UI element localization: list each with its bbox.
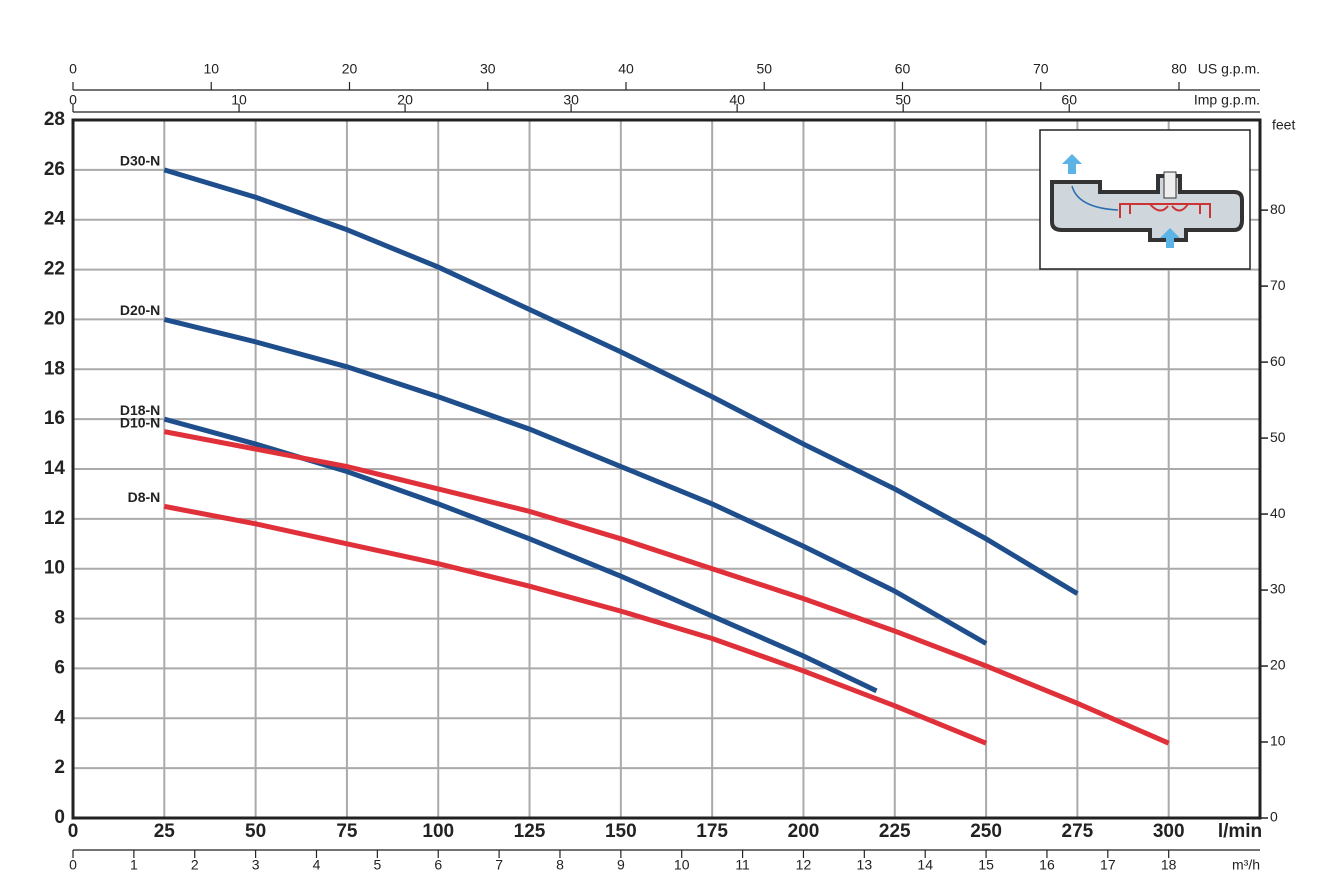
x-tick-label: 50 bbox=[245, 821, 266, 842]
secondary-tick-label: 0 bbox=[69, 92, 77, 108]
y2-tick-label: 10 bbox=[1270, 733, 1286, 749]
y-tick-label: 0 bbox=[54, 807, 65, 828]
y-tick-label: 12 bbox=[44, 508, 65, 529]
y2-tick-label: 0 bbox=[1270, 809, 1278, 825]
curve-label: D8-N bbox=[128, 489, 161, 505]
curve bbox=[163, 416, 878, 694]
y-tick-label: 6 bbox=[54, 657, 65, 678]
secondary-tick-label: 14 bbox=[917, 857, 933, 873]
y2-tick-label: 40 bbox=[1270, 505, 1286, 521]
secondary-tick-label: 10 bbox=[231, 92, 247, 108]
secondary-axis-label: m³/h bbox=[1232, 857, 1260, 873]
secondary-tick-label: 5 bbox=[373, 857, 381, 873]
secondary-tick-label: 17 bbox=[1100, 857, 1116, 873]
secondary-tick-label: 60 bbox=[1061, 92, 1077, 108]
secondary-tick-label: 0 bbox=[69, 857, 77, 873]
secondary-axis-label: Imp g.p.m. bbox=[1194, 92, 1260, 108]
secondary-tick-label: 20 bbox=[397, 92, 413, 108]
secondary-tick-label: 20 bbox=[342, 61, 358, 77]
curve-label: D30-N bbox=[120, 153, 160, 169]
curve bbox=[163, 167, 1079, 596]
secondary-tick-label: 10 bbox=[203, 61, 219, 77]
secondary-tick-label: 30 bbox=[480, 61, 496, 77]
secondary-axis-label: US g.p.m. bbox=[1198, 61, 1260, 77]
secondary-tick-label: 9 bbox=[617, 857, 625, 873]
x-tick-label: 250 bbox=[970, 821, 1002, 842]
y2-tick-label: 60 bbox=[1270, 353, 1286, 369]
y-tick-label: 26 bbox=[44, 159, 65, 180]
x-axis-label: l/min bbox=[1218, 821, 1262, 842]
curve bbox=[163, 503, 988, 746]
secondary-tick-label: 40 bbox=[618, 61, 634, 77]
y-tick-label: 22 bbox=[44, 259, 65, 280]
secondary-tick-label: 0 bbox=[69, 61, 77, 77]
x-tick-label: 200 bbox=[788, 821, 820, 842]
secondary-tick-label: 15 bbox=[978, 857, 994, 873]
secondary-tick-label: 70 bbox=[1033, 61, 1049, 77]
x-tick-label: 300 bbox=[1153, 821, 1185, 842]
curve bbox=[163, 429, 1170, 746]
secondary-tick-label: 40 bbox=[729, 92, 745, 108]
y-tick-label: 4 bbox=[54, 707, 65, 728]
y-tick-label: 18 bbox=[44, 358, 65, 379]
y-tick-label: 10 bbox=[44, 558, 65, 579]
x-tick-label: 0 bbox=[68, 821, 79, 842]
secondary-tick-label: 30 bbox=[563, 92, 579, 108]
curves bbox=[163, 167, 1170, 746]
secondary-tick-label: 8 bbox=[556, 857, 564, 873]
curve-label: D10-N bbox=[120, 414, 160, 430]
y2-axis-label: feet bbox=[1272, 117, 1295, 133]
y-tick-label: 24 bbox=[44, 209, 66, 230]
secondary-tick-label: 3 bbox=[252, 857, 260, 873]
y-tick-label: 2 bbox=[54, 757, 65, 778]
x-tick-label: 225 bbox=[879, 821, 911, 842]
curve-label: D18-N bbox=[120, 402, 160, 418]
secondary-tick-label: 12 bbox=[796, 857, 812, 873]
y-tick-label: 28 bbox=[44, 109, 65, 130]
secondary-tick-label: 13 bbox=[857, 857, 873, 873]
y-tick-label: 8 bbox=[54, 608, 65, 629]
curve-label: D20-N bbox=[120, 302, 160, 318]
plot-frame bbox=[71, 118, 1262, 820]
secondary-tick-label: 60 bbox=[895, 61, 911, 77]
secondary-tick-label: 10 bbox=[674, 857, 690, 873]
y-tick-label: 14 bbox=[44, 458, 66, 479]
x-tick-label: 125 bbox=[514, 821, 546, 842]
secondary-tick-label: 2 bbox=[191, 857, 199, 873]
secondary-tick-label: 50 bbox=[756, 61, 772, 77]
secondary-tick-label: 4 bbox=[313, 857, 321, 873]
secondary-tick-label: 16 bbox=[1039, 857, 1055, 873]
secondary-tick-label: 50 bbox=[895, 92, 911, 108]
y-tick-label: 16 bbox=[44, 408, 65, 429]
secondary-tick-label: 18 bbox=[1161, 857, 1177, 873]
x-tick-label: 175 bbox=[696, 821, 728, 842]
x-tick-label: 275 bbox=[1062, 821, 1094, 842]
y2-tick-label: 20 bbox=[1270, 657, 1286, 673]
x-tick-label: 25 bbox=[154, 821, 176, 842]
secondary-tick-label: 1 bbox=[130, 857, 138, 873]
x-tick-label: 100 bbox=[422, 821, 454, 842]
secondary-tick-label: 80 bbox=[1171, 61, 1187, 77]
y2-tick-label: 70 bbox=[1270, 277, 1286, 293]
y2-tick-label: 50 bbox=[1270, 429, 1286, 445]
y2-tick-label: 80 bbox=[1270, 201, 1286, 217]
x-tick-label: 75 bbox=[336, 821, 358, 842]
y2-tick-label: 30 bbox=[1270, 581, 1286, 597]
x-tick-label: 150 bbox=[605, 821, 637, 842]
secondary-tick-label: 11 bbox=[735, 857, 750, 873]
pump-diagram bbox=[1039, 129, 1251, 270]
secondary-tick-label: 7 bbox=[495, 857, 503, 873]
y-tick-label: 20 bbox=[44, 308, 65, 329]
secondary-tick-label: 6 bbox=[434, 857, 442, 873]
curve bbox=[163, 317, 988, 646]
